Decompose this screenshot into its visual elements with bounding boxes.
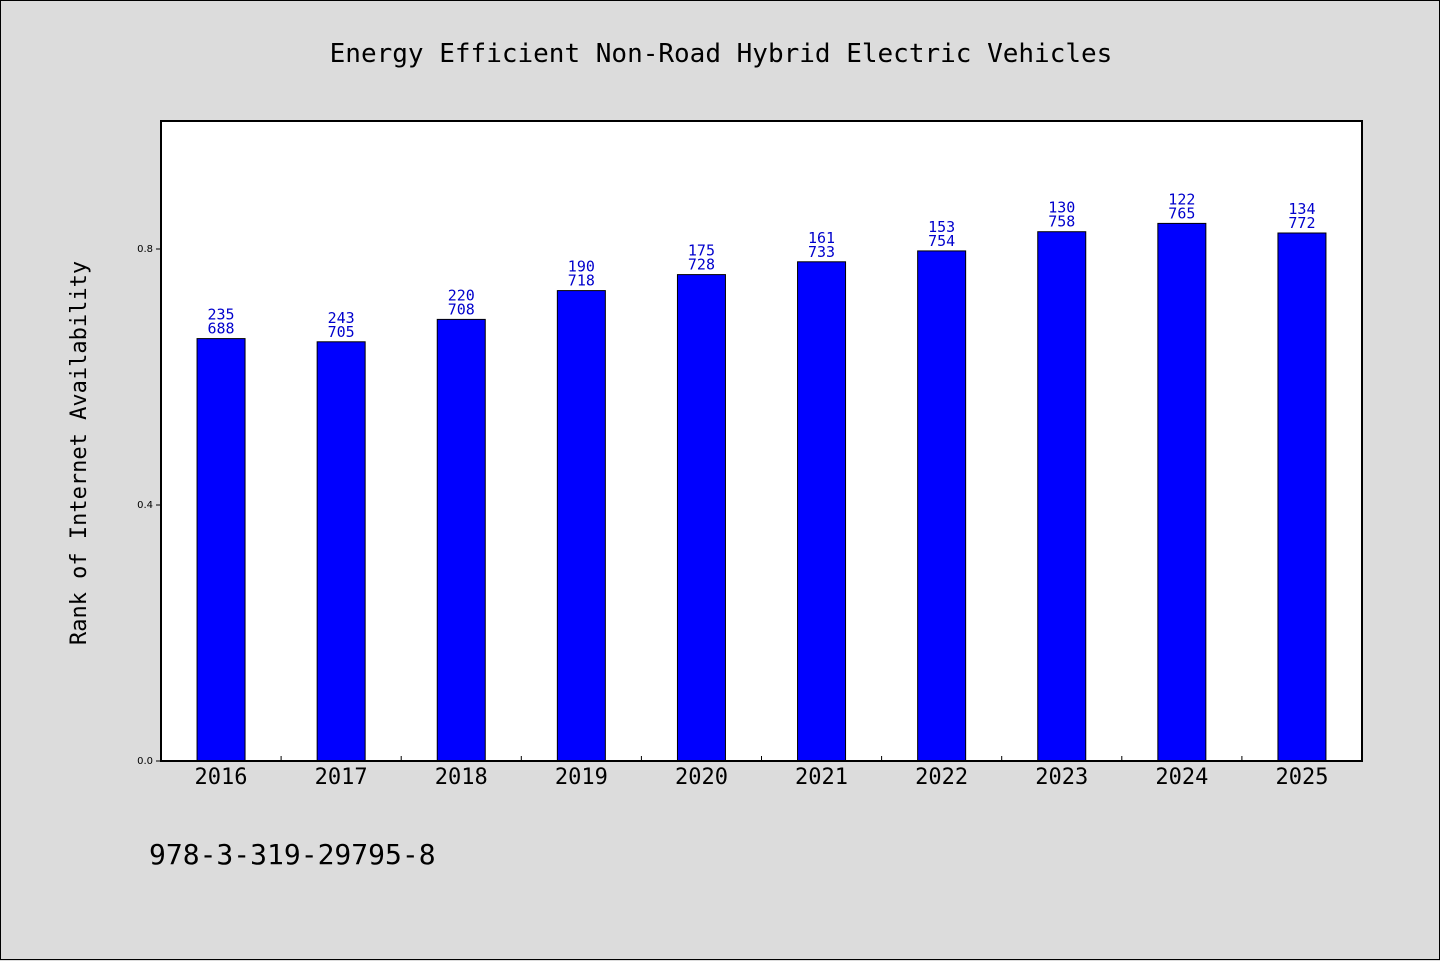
y-tick-label-0.8: 0.8 [137,244,153,255]
bar-2024 [1157,222,1207,762]
data-labels: 2356882437052207081907181757281617331537… [208,190,1316,340]
bar-2017 [316,341,366,762]
data-label-bottom-2017: 705 [328,323,355,341]
data-label-bottom-2018: 708 [448,300,475,318]
data-label-bottom-2020: 728 [688,256,715,274]
data-label-bottom-2022: 754 [928,232,955,250]
x-tick-label-2017: 2017 [315,765,368,790]
x-tick-label-2025: 2025 [1275,765,1328,790]
data-label-bottom-2016: 688 [208,320,235,338]
x-tick-label-2018: 2018 [435,765,488,790]
data-label-bottom-2019: 718 [568,272,595,290]
data-label-top-2016: 235 [208,306,235,324]
x-tick-label-2023: 2023 [1035,765,1088,790]
x-tick-label-2022: 2022 [915,765,968,790]
data-label-top-2024: 122 [1168,190,1195,208]
bar-2018 [436,318,486,762]
bar-2020 [676,274,726,762]
y-tick-label-0.0: 0.0 [137,756,153,767]
data-label-top-2022: 153 [928,218,955,236]
bar-2023 [1037,231,1087,762]
x-axis-ticks: 2016 2017 2018 2019 2020 2021 2022 2023 2024 2025 [195,756,1328,790]
data-label-top-2017: 243 [328,309,355,327]
data-label-bottom-2023: 758 [1048,213,1075,231]
y-axis-label: Rank of Internet Availability [67,261,92,645]
bar-2021 [797,261,847,762]
data-label-top-2019: 190 [568,258,595,276]
plot-border [160,120,1363,762]
x-tick-label-2021: 2021 [795,765,848,790]
x-tick-label-2024: 2024 [1155,765,1208,790]
bar-2019 [556,290,606,762]
data-label-top-2023: 130 [1048,199,1075,217]
data-label-top-2018: 220 [448,286,475,304]
bar-2022 [917,250,967,762]
bar-2016 [196,338,246,762]
footer-isbn: 978-3-319-29795-8 [149,838,436,871]
bar-2025 [1277,232,1327,762]
bars [196,222,1327,762]
data-label-bottom-2024: 765 [1168,204,1195,222]
data-label-bottom-2025: 772 [1288,214,1315,232]
x-tick-label-2016: 2016 [195,765,248,790]
data-label-top-2025: 134 [1288,200,1315,218]
data-label-top-2021: 161 [808,229,835,247]
data-label-bottom-2021: 733 [808,243,835,261]
x-tick-label-2020: 2020 [675,765,728,790]
y-tick-label-0.4: 0.4 [137,500,153,511]
y-axis-ticks: 0.0 0.4 0.8 [137,244,161,767]
x-tick-label-2019: 2019 [555,765,608,790]
chart-title: Energy Efficient Non-Road Hybrid Electri… [330,39,1113,69]
data-label-top-2020: 175 [688,242,715,260]
